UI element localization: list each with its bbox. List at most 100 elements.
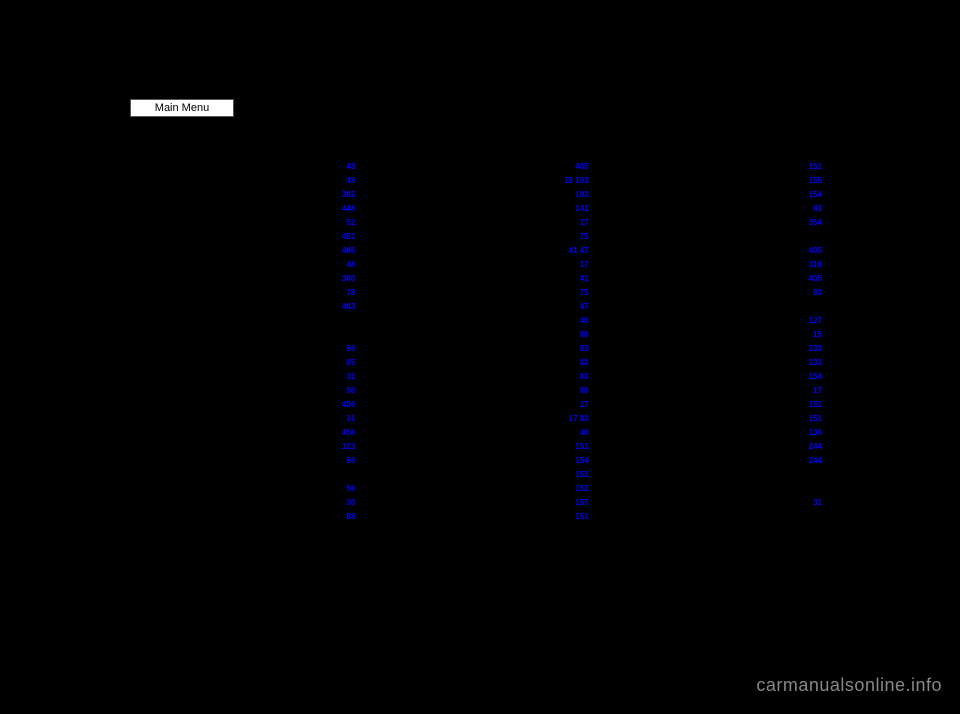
page-link[interactable]: 141 [575, 202, 588, 216]
page-link[interactable]: 155 [809, 174, 822, 188]
index-columns: 4849392448524514864830078403568531564563… [130, 160, 830, 524]
page-link[interactable]: 154 [809, 370, 822, 384]
index-row: 93 [597, 286, 830, 300]
index-row: 151 [597, 412, 830, 426]
page-link[interactable]: 456 [342, 426, 355, 440]
index-row: 103 [363, 188, 596, 202]
page-link[interactable]: 151 [809, 160, 822, 174]
page-link[interactable]: 151 [575, 510, 588, 524]
index-row: 49 [130, 174, 363, 188]
page-link[interactable]: 41 47 [569, 244, 589, 258]
page-link[interactable]: 56 [346, 384, 355, 398]
index-row: 48 [130, 258, 363, 272]
page-link[interactable]: 151 [809, 412, 822, 426]
index-row: 31 [597, 496, 830, 510]
page-link[interactable]: 83 [580, 370, 589, 384]
page-link[interactable]: 56 [346, 482, 355, 496]
page-link[interactable]: 154 [809, 188, 822, 202]
page-link[interactable]: 31 [346, 412, 355, 426]
page-link[interactable]: 456 [342, 398, 355, 412]
page-link[interactable]: 354 [809, 216, 822, 230]
index-row: 486 [130, 244, 363, 258]
page-link[interactable]: 127 [809, 314, 822, 328]
index-row: 80 [363, 384, 596, 398]
page-link[interactable]: 83 [580, 356, 589, 370]
page-link[interactable]: 41 [580, 272, 589, 286]
page-link[interactable]: 405 [809, 244, 822, 258]
page-link[interactable]: 45 [580, 314, 589, 328]
index-col-3: 1511551548335440531640593127152332331541… [597, 160, 830, 524]
page-link[interactable]: 448 [342, 202, 355, 216]
page-link[interactable]: 316 [809, 258, 822, 272]
page-link[interactable]: 31 [346, 370, 355, 384]
page-link[interactable]: 48 [346, 160, 355, 174]
page-link[interactable]: 80 [580, 384, 589, 398]
page-link[interactable]: 49 [346, 174, 355, 188]
page-link[interactable]: 17 [580, 258, 589, 272]
page-link[interactable]: 300 [342, 272, 355, 286]
page-link[interactable]: 451 [342, 230, 355, 244]
page-link[interactable]: 123 [342, 440, 355, 454]
index-row: 31 [130, 370, 363, 384]
page-link[interactable]: 233 [809, 356, 822, 370]
page-link[interactable]: 40 [580, 426, 589, 440]
page-link[interactable]: 88 [346, 510, 355, 524]
page-link[interactable]: 52 [346, 216, 355, 230]
page-link[interactable]: 486 [342, 244, 355, 258]
page-link[interactable]: 392 [342, 188, 355, 202]
page-link[interactable]: 153 [575, 468, 588, 482]
page-link[interactable]: 47 [580, 300, 589, 314]
index-row: 17 [363, 398, 596, 412]
index-row: 75 [363, 230, 596, 244]
page-link[interactable]: 83 [813, 202, 822, 216]
index-row: 154 [597, 188, 830, 202]
index-row: 151 [363, 440, 596, 454]
index-row: 141 [363, 202, 596, 216]
page-link[interactable]: 233 [809, 342, 822, 356]
page-link[interactable]: 151 [575, 440, 588, 454]
page-link[interactable]: 48 [346, 258, 355, 272]
page-link[interactable]: 17 83 [569, 412, 589, 426]
page-link[interactable]: 405 [809, 272, 822, 286]
page-link[interactable]: 152 [575, 482, 588, 496]
index-row: 15 [597, 328, 830, 342]
page-link[interactable]: 78 [346, 286, 355, 300]
page-link[interactable]: 154 [575, 454, 588, 468]
page-link[interactable]: 151 [809, 398, 822, 412]
main-menu-button[interactable]: Main Menu [130, 99, 234, 117]
index-row: 80 [363, 328, 596, 342]
page-link[interactable]: 103 [575, 188, 588, 202]
index-row [130, 314, 363, 328]
index-row: 88 [130, 510, 363, 524]
index-row: 154 [597, 370, 830, 384]
page-link[interactable]: 56 [346, 342, 355, 356]
page-link[interactable]: 83 [580, 342, 589, 356]
page-link[interactable]: 157 [575, 496, 588, 510]
page-link[interactable]: 30 [346, 496, 355, 510]
page-link[interactable]: 405 [575, 160, 588, 174]
index-row [597, 482, 830, 496]
index-row: 17 83 [363, 412, 596, 426]
page-link[interactable]: 403 [342, 300, 355, 314]
page-link[interactable]: 17 [813, 384, 822, 398]
page-link[interactable]: 93 [813, 286, 822, 300]
page-link[interactable]: 16 103 [564, 174, 588, 188]
index-row: 17 [597, 384, 830, 398]
page-link[interactable]: 244 [809, 454, 822, 468]
page-link[interactable]: 56 [346, 454, 355, 468]
page-link[interactable]: 75 [580, 286, 589, 300]
watermark-text: carmanualsonline.info [756, 675, 942, 696]
page-link[interactable]: 75 [580, 230, 589, 244]
page-link[interactable]: 85 [346, 356, 355, 370]
page-link[interactable]: 80 [580, 328, 589, 342]
index-row: 153 [363, 468, 596, 482]
page-link[interactable]: 17 [580, 398, 589, 412]
page-link[interactable]: 15 [813, 328, 822, 342]
page-link[interactable]: 17 [580, 216, 589, 230]
index-row: 448 [130, 202, 363, 216]
index-row [597, 230, 830, 244]
page-link[interactable]: 244 [809, 440, 822, 454]
index-row: 40 [363, 426, 596, 440]
page-link[interactable]: 31 [813, 496, 822, 510]
page-link[interactable]: 136 [809, 426, 822, 440]
